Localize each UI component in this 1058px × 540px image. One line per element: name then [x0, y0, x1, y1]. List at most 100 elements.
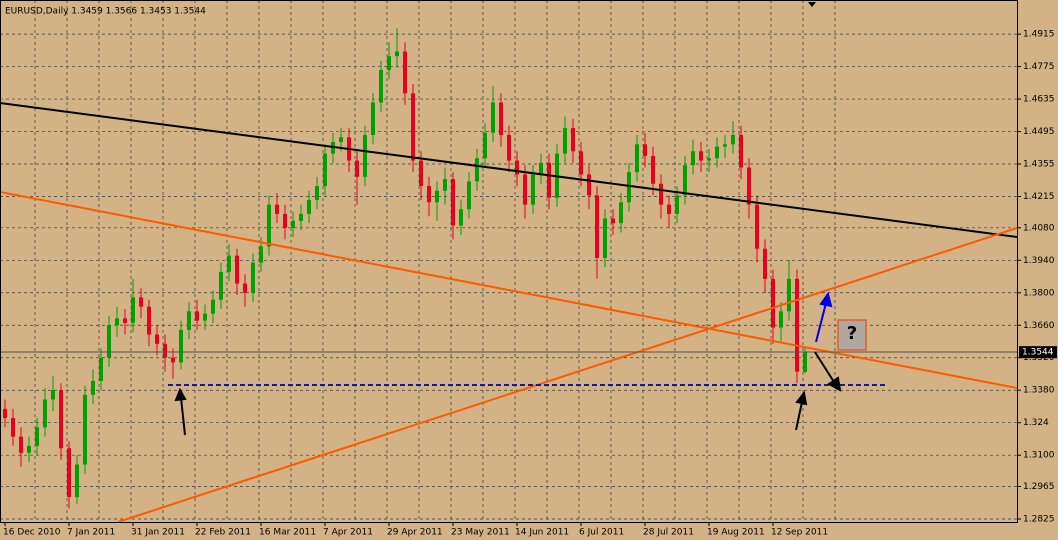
candle-body: [675, 195, 679, 214]
candle-body: [99, 357, 103, 381]
arrow: [814, 351, 835, 383]
candle-body: [43, 399, 47, 428]
candle-body: [83, 394, 87, 465]
candle-body: [123, 318, 127, 323]
y-tick-label: 1.4215: [1023, 192, 1055, 202]
candle-body: [435, 190, 439, 203]
candle-body: [491, 102, 495, 133]
candle-body: [787, 278, 791, 312]
candle-body: [467, 181, 471, 210]
x-tick-label: 28 Jul 2011: [643, 528, 694, 538]
candle-body: [235, 255, 239, 284]
candle-body: [3, 408, 7, 419]
candle-body: [699, 151, 703, 161]
x-tick-label: 14 Jun 2011: [515, 528, 569, 538]
candle-body: [667, 204, 671, 214]
candle-body: [595, 195, 599, 258]
drawings: ?: [0, 2, 1018, 523]
candle-body: [403, 51, 407, 94]
y-tick-label: 1.3380: [1023, 386, 1055, 396]
candle-body: [723, 144, 727, 147]
candle-body: [51, 390, 55, 400]
candle-body: [731, 135, 735, 145]
candle-body: [659, 183, 663, 205]
candle-body: [587, 174, 591, 196]
candle-body: [395, 51, 399, 57]
candle-body: [171, 357, 175, 363]
candle-body: [139, 297, 143, 307]
shift-marker: [808, 2, 816, 7]
candle-body: [419, 160, 423, 187]
x-tick-label: 19 Aug 2011: [707, 528, 765, 538]
x-tick-label: 7 Jan 2011: [67, 528, 115, 538]
candle-body: [67, 448, 71, 497]
candle-body: [779, 311, 783, 328]
y-tick-label: 1.2965: [1023, 482, 1055, 492]
y-tick-label: 1.3660: [1023, 321, 1055, 331]
x-tick-label: 23 May 2011: [451, 528, 510, 538]
chart-title: EURUSD,Daily 1.3459 1.3566 1.3453 1.3544: [5, 7, 206, 17]
candle-body: [427, 186, 431, 203]
candle-body: [619, 202, 623, 224]
x-tick-label: 16 Dec 2010: [3, 528, 61, 538]
trend-line: [0, 191, 1018, 389]
candle-body: [539, 162, 543, 175]
candle-body: [147, 306, 151, 335]
candle-body: [379, 70, 383, 103]
grid: [0, 0, 1017, 522]
candle-body: [219, 271, 223, 300]
candle-body: [691, 151, 695, 166]
y-tick-label: 1.4080: [1023, 223, 1055, 233]
candle-body: [499, 102, 503, 136]
candle-body: [259, 246, 263, 263]
candle-body: [563, 128, 567, 154]
candle-body: [179, 329, 183, 363]
candle-body: [187, 311, 191, 330]
candle-body: [107, 325, 111, 358]
candles: [3, 28, 807, 509]
candle-body: [411, 93, 415, 161]
candle-body: [603, 218, 607, 258]
candle-body: [227, 255, 231, 272]
candle-body: [611, 218, 615, 224]
candle-body: [523, 174, 527, 205]
candle-body: [683, 165, 687, 196]
candle-body: [211, 299, 215, 314]
x-tick-label: 31 Jan 2011: [131, 528, 185, 538]
candle-body: [531, 174, 535, 205]
candle-body: [755, 204, 759, 249]
candle-body: [155, 334, 159, 344]
candle-body: [243, 283, 247, 293]
candle-body: [571, 128, 575, 152]
candle-body: [131, 297, 135, 323]
candle-body: [635, 144, 639, 173]
axes: 1.2825 1.2965 1.3100 1.324 1.3380 1.3520 1.366…: [3, 30, 1057, 538]
plot-border: [0, 0, 1018, 523]
candle-body: [75, 464, 79, 497]
arrow: [180, 397, 186, 436]
y-tick-label: 1.4635: [1023, 95, 1055, 105]
candle-body: [579, 151, 583, 175]
candle-body: [267, 204, 271, 247]
candle-body: [547, 162, 551, 198]
arrow-head: [827, 376, 842, 392]
candle-body: [115, 318, 119, 326]
candle-body: [355, 160, 359, 177]
candle-body: [795, 278, 799, 372]
candle-body: [59, 390, 63, 449]
candle-body: [763, 248, 767, 279]
candle-body: [771, 278, 775, 328]
candle-body: [339, 137, 343, 142]
candle-body: [195, 311, 199, 321]
candle-body: [19, 436, 23, 453]
x-tick-label: 22 Feb 2011: [195, 528, 251, 538]
candle-body: [291, 220, 295, 228]
candle-body: [451, 179, 455, 226]
candle-body: [515, 160, 519, 175]
x-tick-label: 12 Sep 2011: [771, 528, 828, 538]
price-marker: [1019, 346, 1057, 359]
candle-body: [363, 135, 367, 177]
arrow: [795, 401, 803, 431]
y-tick-label: 1.4495: [1023, 127, 1055, 137]
